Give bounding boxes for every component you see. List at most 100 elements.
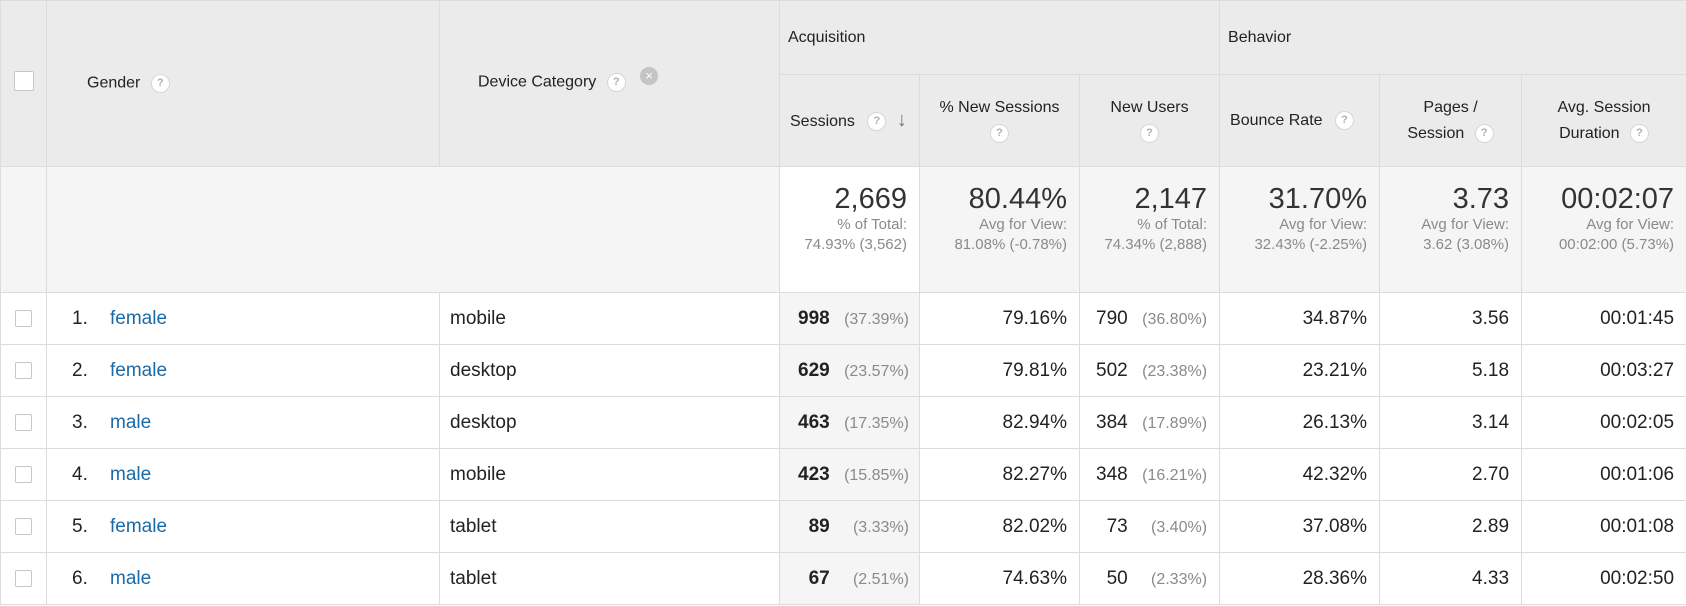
new-users-percent: (23.38%) [1142, 362, 1208, 380]
sessions-percent: (3.33%) [852, 518, 909, 536]
help-icon[interactable]: ? [150, 74, 170, 93]
summary-blank [46, 166, 780, 293]
pages-session-header-line1[interactable]: Pages / [1423, 98, 1478, 116]
summary-pages-session-detail: 3.62 (3.08%) [1423, 236, 1510, 253]
gender-link[interactable]: male [110, 411, 152, 433]
new-users-value: 790 [1096, 307, 1128, 329]
table-row: 1. female mobile 998 (37.39%) 79.16% 790 … [0, 292, 1686, 345]
summary-sessions: 2,669 % of Total: 74.93% (3,562) [779, 166, 920, 293]
summary-bounce-rate-value: 31.70% [1268, 183, 1368, 215]
new-users-percent: (3.40%) [1151, 518, 1208, 536]
avg-duration-cell: 00:02:50 [1521, 552, 1686, 605]
new-users-percent: (2.33%) [1151, 570, 1208, 588]
bounce-rate-header-label[interactable]: Bounce Rate [1230, 111, 1323, 129]
new-users-header-label[interactable]: New Users [1110, 98, 1189, 116]
sessions-value: 89 [808, 515, 830, 537]
new-users-percent: (17.89%) [1142, 414, 1208, 432]
help-icon[interactable]: ? [990, 123, 1009, 143]
row-checkbox[interactable] [15, 517, 32, 535]
sessions-value: 463 [798, 411, 830, 433]
bounce-rate-cell: 42.32% [1219, 448, 1381, 501]
device-cell: mobile [439, 448, 780, 501]
row-index: 1. [72, 307, 88, 329]
help-icon[interactable]: ? [1630, 123, 1649, 143]
sessions-value: 629 [798, 359, 830, 381]
sessions-percent: (23.57%) [844, 362, 909, 380]
device-cell: mobile [439, 292, 780, 345]
row-checkbox[interactable] [15, 569, 32, 587]
gender-link[interactable]: male [110, 567, 152, 589]
help-icon[interactable]: ? [1140, 123, 1160, 143]
summary-new-sessions: 80.44% Avg for View: 81.08% (-0.78%) [919, 166, 1080, 293]
sessions-value: 67 [808, 567, 830, 589]
summary-new-users: 2,147 % of Total: 74.34% (2,888) [1078, 166, 1221, 293]
new-users-percent: (36.80%) [1142, 310, 1208, 328]
remove-dimension-icon[interactable]: × [640, 67, 659, 85]
bounce-rate-cell: 28.36% [1219, 552, 1381, 605]
row-checkbox[interactable] [15, 309, 32, 327]
row-checkbox[interactable] [15, 361, 32, 379]
table-row: 4. male mobile 423 (15.85%) 82.27% 348 (1… [0, 448, 1686, 501]
summary-avg-duration-detail: 00:02:00 (5.73%) [1558, 236, 1675, 253]
sessions-percent: (17.35%) [844, 414, 909, 432]
avg-session-duration-header[interactable]: Avg. Session Duration ? [1521, 74, 1686, 167]
row-index: 6. [72, 567, 88, 589]
new-sessions-header-label[interactable]: % New Sessions [939, 98, 1060, 116]
row-checkbox[interactable] [15, 413, 32, 431]
summary-pages-session: 3.73 Avg for View: 3.62 (3.08%) [1379, 166, 1523, 293]
summary-sessions-value: 2,669 [834, 183, 907, 215]
sessions-percent: (37.39%) [844, 310, 909, 328]
summary-row: 2,669 % of Total: 74.93% (3,562) 80.44% … [0, 166, 1686, 293]
sessions-header[interactable]: Sessions ? ↓ [779, 74, 920, 167]
device-category-header[interactable]: Device Category ? × [439, 0, 780, 167]
summary-avg-duration: 00:02:07 Avg for View: 00:02:00 (5.73%) [1521, 166, 1686, 293]
help-icon[interactable]: ? [1474, 123, 1494, 143]
avg-duration-header-line1[interactable]: Avg. Session [1557, 98, 1651, 116]
gender-link[interactable]: female [110, 307, 168, 329]
row-select-cell [0, 552, 47, 605]
device-cell: desktop [439, 344, 780, 397]
gender-header[interactable]: Gender ? [46, 0, 440, 167]
pages-session-cell: 5.18 [1379, 344, 1523, 397]
bounce-rate-header[interactable]: Bounce Rate ? [1219, 74, 1381, 167]
summary-pages-session-label: Avg for View: [1421, 216, 1510, 233]
new-users-value: 502 [1096, 359, 1128, 381]
pages-session-header[interactable]: Pages / Session ? [1379, 74, 1523, 167]
gender-link[interactable]: female [110, 359, 168, 381]
new-sessions-cell: 79.16% [919, 292, 1080, 345]
avg-duration-cell: 00:01:45 [1521, 292, 1686, 345]
summary-new-sessions-label: Avg for View: [979, 216, 1067, 233]
gender-link[interactable]: male [110, 463, 152, 485]
pages-session-cell: 4.33 [1379, 552, 1523, 605]
summary-pages-session-value: 3.73 [1452, 183, 1510, 215]
new-users-percent: (16.21%) [1142, 466, 1208, 484]
help-icon[interactable]: ? [1335, 110, 1354, 130]
row-select-cell [0, 292, 47, 345]
device-category-header-label[interactable]: Device Category [478, 73, 597, 91]
table-row: 5. female tablet 89 (3.33%) 82.02% 73 (3.… [0, 500, 1686, 553]
row-checkbox[interactable] [15, 465, 32, 483]
row-index: 4. [72, 463, 88, 485]
help-icon[interactable]: ? [606, 73, 626, 92]
summary-blank [0, 166, 47, 293]
row-select-cell [0, 500, 47, 553]
device-cell: desktop [439, 396, 780, 449]
new-users-header[interactable]: New Users ? [1078, 74, 1221, 167]
sort-down-icon[interactable]: ↓ [896, 108, 907, 131]
help-icon[interactable]: ? [867, 111, 887, 131]
bounce-rate-cell: 34.87% [1219, 292, 1381, 345]
row-select-cell [0, 396, 47, 449]
sessions-value: 998 [798, 307, 830, 329]
table-row: 3. male desktop 463 (17.35%) 82.94% 384 (… [0, 396, 1686, 449]
behavior-label: Behavior [1228, 28, 1292, 46]
summary-sessions-label: % of Total: [837, 216, 907, 233]
gender-link[interactable]: female [110, 515, 168, 537]
gender-header-label[interactable]: Gender [87, 74, 141, 92]
pages-session-header-line2[interactable]: Session [1407, 124, 1465, 142]
acquisition-label: Acquisition [788, 28, 866, 46]
avg-duration-header-line2[interactable]: Duration [1559, 124, 1620, 142]
sessions-header-label[interactable]: Sessions [790, 112, 855, 130]
select-all-checkbox[interactable] [13, 71, 34, 91]
new-sessions-header[interactable]: % New Sessions ? [919, 74, 1080, 167]
bounce-rate-cell: 23.21% [1219, 344, 1381, 397]
